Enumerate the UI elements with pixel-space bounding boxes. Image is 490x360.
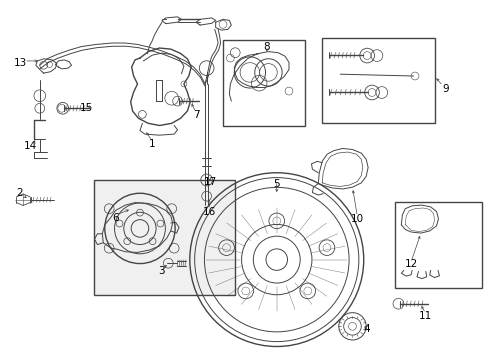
Text: 16: 16: [203, 207, 217, 217]
Bar: [395, 202, 483, 288]
Text: 8: 8: [264, 42, 270, 52]
Text: 12: 12: [405, 259, 418, 269]
Text: 2: 2: [16, 188, 23, 198]
Bar: [223, 40, 305, 126]
Text: 5: 5: [273, 179, 280, 189]
Bar: [322, 39, 435, 123]
Text: 17: 17: [204, 177, 218, 187]
Text: 4: 4: [364, 324, 370, 334]
Bar: [94, 180, 235, 295]
Text: 11: 11: [419, 311, 432, 321]
Text: 15: 15: [79, 103, 93, 113]
Text: 7: 7: [193, 111, 199, 121]
Text: 9: 9: [442, 84, 449, 94]
Text: 14: 14: [24, 141, 37, 151]
Text: 1: 1: [149, 139, 155, 149]
Text: 3: 3: [159, 266, 165, 276]
Text: 13: 13: [14, 58, 27, 68]
Text: 6: 6: [112, 213, 119, 222]
Text: 10: 10: [351, 215, 364, 224]
